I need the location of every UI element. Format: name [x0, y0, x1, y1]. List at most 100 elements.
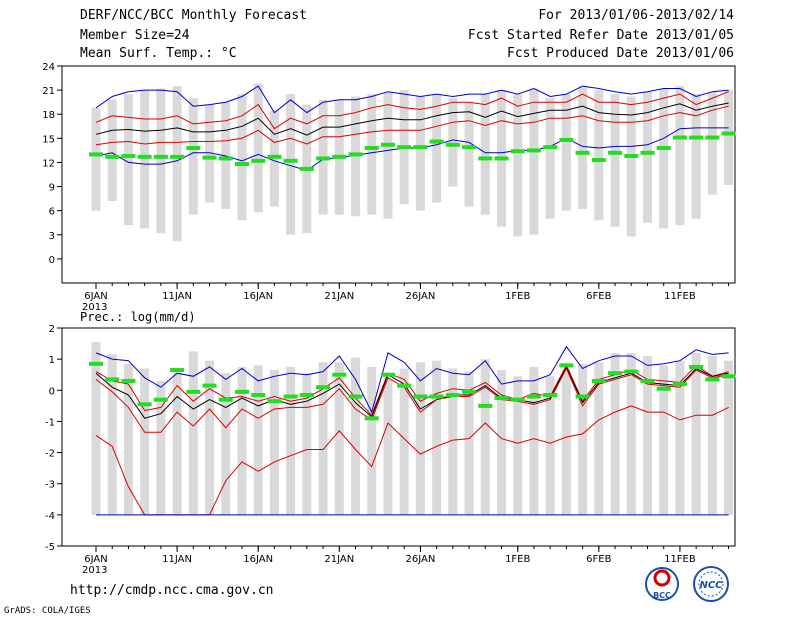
bcc-logo: BCC: [645, 567, 679, 601]
plot-frame: [61, 327, 736, 547]
range-bar: [626, 352, 636, 515]
range-bar: [545, 98, 555, 219]
y-tick-label: 6: [49, 207, 55, 218]
range-bar: [432, 360, 442, 515]
green-mark: [543, 145, 558, 150]
x-tick-label: 16JAN: [243, 554, 273, 565]
chart-title: DERF/NCC/BCC Monthly Forecast: [80, 8, 307, 23]
range-bar: [91, 342, 101, 515]
green-mark: [137, 154, 152, 159]
green-mark: [721, 374, 736, 379]
green-mark: [608, 371, 623, 376]
green-mark: [202, 155, 217, 160]
green-mark: [234, 389, 249, 394]
range-bar: [253, 365, 263, 515]
green-mark: [656, 145, 671, 150]
range-bar: [691, 94, 701, 219]
green-mark: [332, 154, 347, 159]
x-tick-label: 11FEB: [664, 554, 696, 565]
y-tick-label: 12: [42, 158, 55, 169]
green-mark: [316, 385, 331, 390]
range-bar: [123, 363, 133, 515]
green-mark: [397, 145, 412, 150]
range-bar: [221, 373, 231, 515]
green-mark: [316, 156, 331, 161]
green-mark: [462, 145, 477, 150]
green-mark: [364, 145, 379, 150]
range-bar: [691, 352, 701, 515]
range-bar: [432, 94, 442, 203]
green-mark: [526, 148, 541, 153]
y-tick-label: -5: [45, 542, 55, 553]
range-bar: [318, 362, 328, 515]
range-bar: [205, 104, 215, 203]
green-mark: [689, 135, 704, 140]
green-mark: [153, 154, 168, 159]
x-tick-label: 16JAN: [243, 291, 273, 302]
green-mark: [640, 378, 655, 383]
green-mark: [348, 152, 363, 157]
x-tick-label: 11FEB: [664, 291, 696, 302]
x-tick-label: 6JAN: [84, 291, 107, 302]
series-line-max: [95, 345, 729, 414]
range-bar: [172, 373, 182, 515]
green-mark: [445, 142, 460, 147]
green-mark: [251, 158, 266, 163]
y-tick-label: 18: [42, 110, 55, 121]
green-mark: [186, 145, 201, 150]
range-bar: [659, 365, 669, 515]
range-bar: [529, 88, 539, 235]
range-bar: [156, 380, 166, 515]
range-bar: [707, 91, 717, 195]
range-bar: [188, 351, 198, 515]
series-line-mean: [95, 102, 729, 136]
green-mark: [462, 389, 477, 394]
green-mark: [575, 394, 590, 399]
y-tick-label: -3: [45, 480, 55, 491]
x-tick-label: 6FEB: [586, 291, 611, 302]
green-mark: [526, 394, 541, 399]
range-bar: [123, 94, 133, 226]
y-tick-label: 0: [49, 255, 55, 266]
green-mark: [380, 142, 395, 147]
range-bar: [594, 90, 604, 221]
green-mark: [608, 150, 623, 155]
range-bar: [594, 362, 604, 515]
y-tick-label: -4: [45, 511, 55, 522]
green-mark: [137, 402, 152, 407]
range-bar: [286, 94, 296, 235]
range-bar: [724, 360, 734, 515]
range-bar: [237, 94, 247, 221]
series-line-max: [95, 85, 729, 114]
green-mark: [121, 378, 136, 383]
produced-date: Fcst Produced Date 2013/01/06: [507, 46, 734, 61]
y-tick-label: 24: [42, 62, 55, 73]
green-mark: [267, 154, 282, 159]
x-tick-label: 6JAN: [84, 554, 107, 565]
green-mark: [478, 156, 493, 161]
green-mark: [640, 150, 655, 155]
range-bar: [578, 86, 588, 210]
x-tick-label: 11JAN: [162, 554, 192, 565]
forecast-period: For 2013/01/06-2013/02/14: [538, 8, 734, 23]
start-date: Fcst Started Refer Date 2013/01/05: [467, 28, 734, 43]
range-bar: [513, 376, 523, 515]
range-bar: [513, 94, 523, 237]
green-mark: [413, 145, 428, 150]
x-tick-label: 21JAN: [324, 291, 354, 302]
green-mark: [186, 389, 201, 394]
range-bar: [626, 96, 636, 237]
series-line-lower: [95, 105, 729, 146]
y-tick-label: -2: [45, 449, 55, 460]
y-tick-label: 1: [49, 355, 55, 366]
green-mark: [218, 397, 233, 402]
series-line-min: [95, 127, 729, 172]
green-mark: [283, 158, 298, 163]
green-mark: [283, 394, 298, 399]
range-bar: [448, 368, 458, 515]
range-bar: [561, 94, 571, 211]
source-url[interactable]: http://cmdp.ncc.cma.gov.cn: [70, 583, 274, 598]
range-bar: [156, 88, 166, 234]
